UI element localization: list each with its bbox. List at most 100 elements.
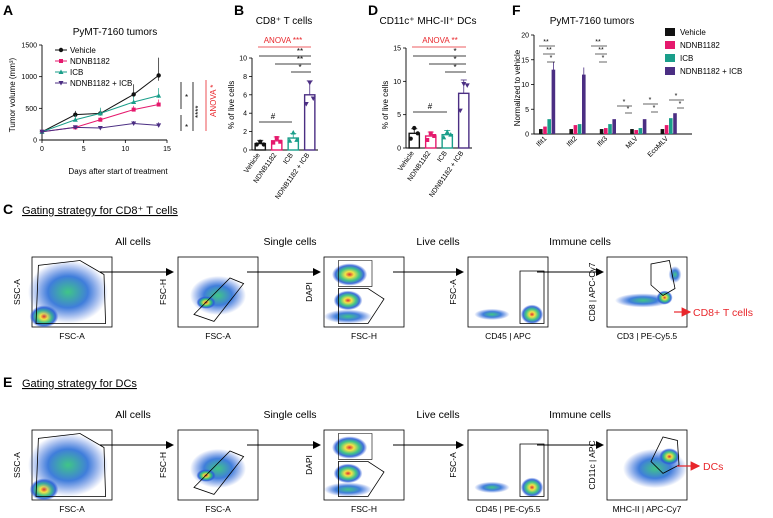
a-point: [97, 125, 103, 131]
e-density: [190, 448, 246, 489]
a-xtick-label: 10: [121, 146, 129, 153]
a-ytick-label: 1500: [21, 43, 37, 50]
f-bar: [543, 126, 547, 134]
b-xtick-label: NDNB1182 + ICB: [274, 152, 311, 201]
sig-d-3: *: [453, 63, 456, 72]
d-xtick-label: NDNB1182 + ICB: [428, 150, 465, 199]
a-xtick-label: 0: [40, 146, 44, 153]
e-flow-ylabel: CD11c | APC: [587, 440, 597, 489]
f-bar: [642, 119, 647, 134]
c-gate: [338, 288, 385, 324]
panel-a-axes: 0 500 1000 1500 0 5 10 15: [21, 43, 171, 154]
c-stage-all: All cells: [115, 236, 151, 248]
panel-d: D CD11c⁺ MHC-II⁺ DCs ANOVA ** % of live …: [368, 2, 477, 199]
f-bar: [630, 129, 634, 134]
legend-f-icb: ICB: [680, 54, 693, 63]
sig-f-mlv-b: *: [653, 105, 656, 112]
anova-b: ANOVA ***: [264, 36, 303, 45]
panel-label-b: B: [234, 2, 244, 18]
c-flow-ylabel: CD8 | APC-Cy7: [587, 262, 597, 321]
a-point: [131, 92, 136, 97]
f-xtick-label: MLV: [625, 135, 640, 150]
panel-a-legend: Vehicle NDNB1182 ICB NDNB1182 + ICB: [55, 46, 132, 88]
panel-f-significance: ** ** * ** ** * * * * * * *: [539, 39, 684, 114]
f-bar: [660, 129, 665, 134]
sig-f-mlv-a: *: [649, 97, 652, 104]
sig-d-1: *: [453, 47, 456, 56]
a-point: [97, 110, 103, 116]
f-ytick-label: 5: [525, 107, 529, 114]
panel-d-title: CD11c⁺ MHC-II⁺ DCs: [379, 16, 476, 27]
d-point: [457, 108, 463, 114]
e-flow-ylabel: SSC-A: [12, 452, 22, 478]
sig-f-ifit1-a: **: [543, 39, 549, 46]
panel-a-xlabel: Days after start of treatment: [68, 167, 168, 176]
c-gate-secondary: [338, 260, 373, 287]
e-flow-plot-1: FSC-A FSC-H: [158, 429, 259, 514]
d-point: [408, 136, 413, 141]
f-xtick-label: Ifit1: [535, 135, 548, 148]
b-point: [274, 136, 279, 141]
panel-a: A PyMT-7160 tumors Tumor volume (mm³) Da…: [3, 2, 218, 176]
b-ytick-label: 6: [243, 92, 247, 99]
d-point: [425, 138, 430, 142]
e-stage-immune: Immune cells: [549, 409, 611, 421]
b-point: [258, 139, 263, 144]
a-point: [72, 125, 78, 130]
d-ytick-label: 10: [393, 79, 401, 86]
legend-combo: NDNB1182 + ICB: [70, 79, 132, 88]
c-flow-ylabel: FSC-A: [448, 279, 458, 305]
b-point: [254, 142, 259, 147]
b-ytick-label: 0: [243, 148, 247, 155]
f-bar: [599, 129, 604, 134]
f-ytick-label: 20: [521, 33, 529, 40]
f-bar: [634, 130, 638, 134]
panel-f-ylabel: Normalized to vehicle: [513, 49, 522, 126]
sig-f-ecomlv-a: *: [675, 93, 678, 100]
d-bar: [457, 92, 470, 149]
e-density: [324, 482, 372, 497]
f-ytick-label: 10: [521, 82, 529, 89]
d-point: [444, 129, 450, 134]
b-point: [290, 130, 296, 135]
c-flow-plot-4: CD3 | PE-Cy5.5 CD8 | APC-Cy7: [587, 256, 688, 341]
legend-ndnb1182: NDNB1182: [70, 57, 110, 66]
panel-b-title: CD8⁺ T cells: [256, 16, 313, 27]
legend-vehicle: Vehicle: [70, 46, 96, 55]
e-flow-ylabel: DAPI: [304, 455, 314, 475]
e-density: [332, 436, 368, 459]
b-ytick-label: 2: [243, 129, 247, 136]
f-bar: [573, 125, 578, 134]
d-ytick-label: 5: [397, 112, 401, 119]
d-ytick-label: 15: [393, 46, 401, 53]
e-density: [28, 433, 108, 497]
e-result-label: DCs: [703, 461, 723, 473]
sig-a-bottom: *: [185, 123, 188, 132]
e-flow-xlabel: FSC-A: [59, 504, 85, 514]
c-density: [474, 308, 510, 320]
c-density: [332, 263, 368, 286]
c-density: [333, 290, 363, 311]
a-xtick-label: 15: [163, 146, 171, 153]
a-point: [39, 129, 45, 135]
sig-f-ifit1-b: **: [546, 47, 552, 54]
anova-a: ANOVA *: [209, 85, 218, 117]
c-gate: [519, 270, 545, 324]
panel-b-significance: ** ** * #: [259, 47, 311, 123]
f-xtick-label: Ifit3: [596, 135, 609, 148]
sig-f-ifit2-c: *: [602, 55, 605, 62]
sig-f-ifit3-b: *: [627, 106, 630, 113]
a-ytick-label: 1000: [21, 74, 37, 81]
c-flow-plot-1: FSC-A FSC-H: [158, 256, 259, 341]
b-point: [307, 80, 313, 86]
a-ytick-label: 0: [33, 138, 37, 145]
b-point: [287, 138, 293, 143]
f-bar: [664, 125, 669, 134]
d-point: [464, 83, 470, 88]
e-flow-plot-4: MHC-II | APC-Cy7 CD11c | APC: [587, 429, 688, 514]
d-point: [415, 131, 420, 136]
c-stage-live: Live cells: [416, 236, 459, 248]
panel-c-title: Gating strategy for CD8⁺ T cells: [22, 205, 178, 217]
sig-f-ecomlv-b: *: [679, 101, 682, 108]
b-point: [294, 137, 300, 142]
